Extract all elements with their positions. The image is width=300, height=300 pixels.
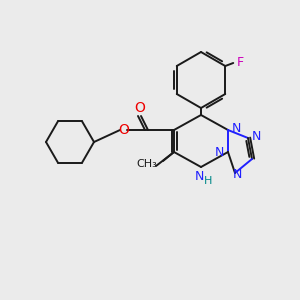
- Text: N: N: [252, 130, 261, 143]
- Text: N: N: [232, 122, 242, 136]
- Text: N: N: [214, 146, 224, 160]
- Text: F: F: [237, 56, 244, 70]
- Text: N: N: [194, 170, 204, 184]
- Text: H: H: [204, 176, 212, 186]
- Text: O: O: [135, 101, 146, 115]
- Text: CH₃: CH₃: [136, 159, 157, 169]
- Text: O: O: [118, 123, 129, 137]
- Text: N: N: [232, 169, 242, 182]
